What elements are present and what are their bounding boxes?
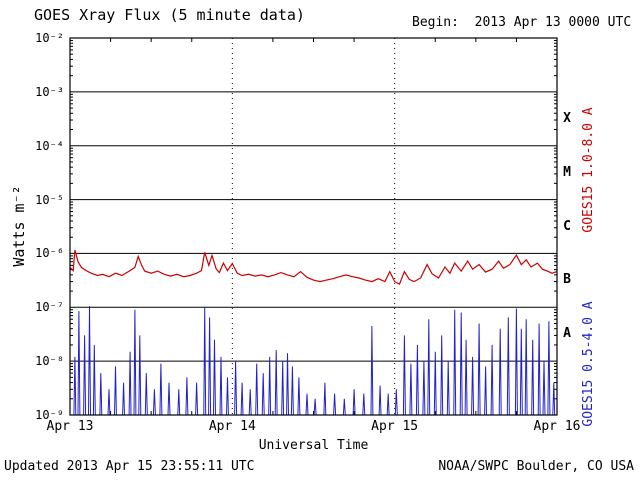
y-tick-label: 10⁻²: [35, 31, 64, 45]
plot-frame: [69, 37, 558, 416]
y-tick-label: 10⁻⁵: [35, 192, 64, 207]
x-axis-title: Universal Time: [258, 438, 369, 453]
y-tick-label: 10⁻⁸: [35, 354, 64, 369]
x-tick-label: Apr 15: [371, 419, 419, 434]
y-tick-label: 10⁻³: [35, 84, 64, 99]
y-axis-label: Watts m⁻²: [10, 185, 28, 267]
flare-class-letter: X: [563, 110, 571, 126]
y-tick-label: 10⁻⁴: [35, 138, 64, 153]
updated-timestamp: Updated 2013 Apr 15 23:55:11 UTC: [4, 459, 255, 474]
short-channel-label: GOES15 0.5-4.0 A: [581, 301, 596, 427]
long-channel-series: [69, 250, 558, 285]
y-tick-label: 10⁻⁷: [35, 300, 64, 315]
short-channel-series: [70, 306, 557, 416]
chart-title: GOES Xray Flux (5 minute data): [34, 6, 305, 24]
flare-class-letter: A: [563, 326, 571, 342]
x-tick-label: Apr 16: [533, 419, 581, 434]
y-tick-label: 10⁻⁶: [35, 246, 64, 261]
credit-text: NOAA/SWPC Boulder, CO USA: [438, 459, 634, 474]
x-tick-label: Apr 13: [46, 419, 94, 434]
flare-class-letter: M: [563, 164, 571, 180]
flare-class-letter: B: [563, 272, 571, 288]
flare-class-letter: C: [563, 218, 571, 234]
x-tick-label: Apr 14: [208, 419, 256, 434]
y-tick-label: 10⁻⁹: [35, 408, 64, 422]
long-channel-label: GOES15 1.0-8.0 A: [581, 107, 596, 233]
begin-timestamp: Begin: 2013 Apr 13 0000 UTC: [412, 15, 632, 30]
